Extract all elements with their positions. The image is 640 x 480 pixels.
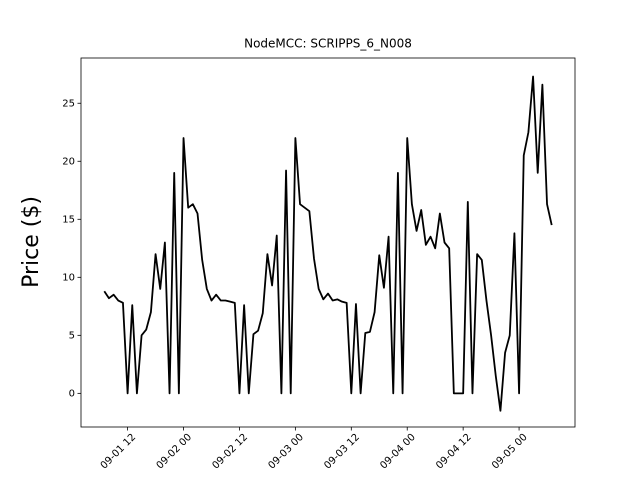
x-tick-label: 09-04 12 bbox=[434, 432, 474, 472]
plot-frame bbox=[80, 57, 576, 428]
y-tick-label: 10 bbox=[62, 272, 75, 283]
x-tick-label: 09-01 12 bbox=[99, 432, 139, 472]
chart-title: NodeMCC: SCRIPPS_6_N008 bbox=[244, 37, 412, 51]
y-tick-label: 5 bbox=[69, 330, 75, 341]
y-tick-label: 20 bbox=[62, 156, 75, 167]
x-tick-label: 09-02 00 bbox=[155, 432, 195, 472]
x-tick-label: 09-03 12 bbox=[322, 432, 362, 472]
x-tick-label: 09-02 12 bbox=[211, 432, 251, 472]
x-tick-label: 09-03 00 bbox=[266, 432, 306, 472]
y-tick-label: 0 bbox=[69, 388, 75, 399]
x-tick-label: 09-05 00 bbox=[490, 432, 530, 472]
y-tick-label: 25 bbox=[62, 98, 75, 109]
y-tick-label: 15 bbox=[62, 214, 75, 225]
price-line bbox=[103, 75, 553, 412]
y-axis-label: Price ($) bbox=[19, 196, 44, 288]
x-tick-label: 09-04 00 bbox=[378, 432, 418, 472]
